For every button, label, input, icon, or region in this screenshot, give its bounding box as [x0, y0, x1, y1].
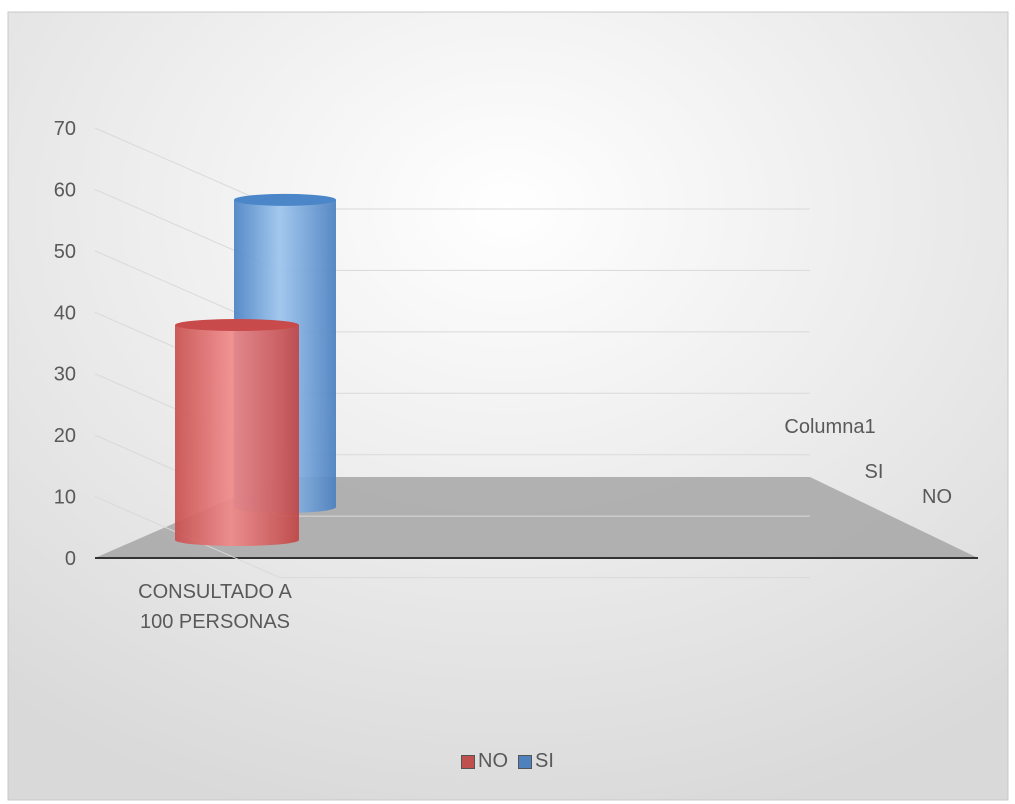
depth-axis-label: Columna1: [784, 416, 875, 438]
depth-axis-label: SI: [865, 461, 884, 483]
bar-no: [175, 319, 299, 546]
legend-swatch: [461, 754, 476, 769]
y-tick-label: 0: [65, 548, 76, 570]
y-tick-label: 40: [54, 302, 76, 324]
y-tick-label: 50: [54, 241, 76, 263]
legend: NO SI: [0, 750, 1015, 773]
bar-no-top: [175, 319, 299, 331]
bars: [175, 193, 336, 546]
legend-item: NO: [461, 750, 508, 773]
legend-label: SI: [535, 750, 554, 772]
bar-no-body: [175, 325, 299, 546]
legend-swatch: [518, 754, 533, 769]
legend-label: NO: [478, 750, 509, 772]
legend-item: SI: [518, 750, 554, 773]
depth-axis-label: NO: [922, 486, 952, 508]
y-tick-label: 30: [54, 364, 76, 386]
bar-si-top: [234, 193, 336, 206]
gridline-diagonal: [94, 127, 281, 210]
chart-background: [7, 11, 1009, 801]
y-axis: 0 10 20 30 40 50 60 70: [54, 118, 76, 570]
y-tick-label: 60: [54, 179, 76, 201]
category-label: CONSULTADO A 100 PERSONAS: [138, 581, 292, 633]
x-axis: CONSULTADO A 100 PERSONAS: [138, 581, 292, 633]
y-tick-label: 20: [54, 425, 76, 447]
y-tick-label: 70: [54, 118, 76, 140]
y-tick-label: 10: [54, 487, 76, 509]
depth-axis: Columna1 SI NO: [784, 416, 952, 508]
